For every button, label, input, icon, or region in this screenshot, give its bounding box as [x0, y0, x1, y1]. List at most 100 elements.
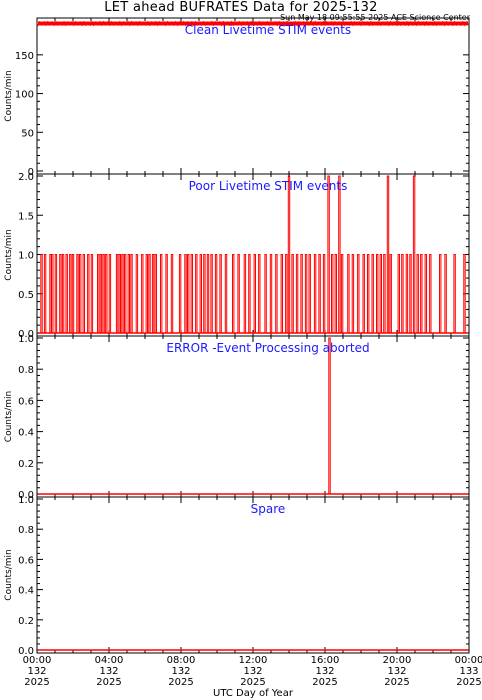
- series-spike: [280, 254, 283, 333]
- series-spike: [190, 254, 193, 333]
- series-spike: [76, 254, 79, 333]
- x-tick-label: 2025: [240, 677, 265, 688]
- series-spike: [151, 254, 155, 333]
- y-tick-label: 0.0: [18, 490, 34, 501]
- series-spike: [351, 254, 355, 333]
- series-spike: [97, 254, 100, 333]
- y-tick-label: 0.6: [18, 396, 34, 407]
- y-axis-label: Counts/min: [4, 391, 14, 442]
- series-spike: [187, 254, 190, 333]
- y-tick-label: 0.4: [18, 428, 34, 439]
- series-spike: [82, 254, 85, 333]
- x-tick-label: 2025: [384, 677, 409, 688]
- series-spike: [165, 254, 168, 333]
- series-spike: [90, 254, 94, 333]
- series-spike: [376, 254, 379, 333]
- series-spike: [170, 254, 174, 333]
- y-tick-label: 50: [21, 128, 34, 139]
- y-tick-label: 0.8: [18, 525, 34, 536]
- y-tick-label: 0.0: [18, 646, 34, 657]
- series-spike: [79, 254, 82, 333]
- series-spike: [206, 254, 210, 333]
- series-spike: [269, 254, 273, 333]
- series-line: [36, 20, 469, 27]
- series-spike: [397, 254, 400, 333]
- panel-frame-1: [36, 17, 470, 175]
- series-spike: [135, 254, 139, 333]
- series-spike: [105, 254, 108, 333]
- series-spike: [409, 254, 412, 333]
- series-spike: [210, 254, 213, 333]
- x-tick-label: 00:00: [455, 655, 482, 666]
- series-spike: [444, 254, 447, 333]
- series-spike: [327, 175, 330, 333]
- series-spike: [61, 254, 65, 333]
- x-tick-label: 2025: [456, 677, 481, 688]
- series-spike: [99, 254, 103, 333]
- y-tick-label: 0.4: [18, 586, 34, 597]
- series-spike: [405, 254, 409, 333]
- series-band: [38, 21, 468, 26]
- y-tick-label: 0.2: [18, 616, 34, 627]
- panel-frame-3: [36, 335, 470, 498]
- x-tick-label: 132: [171, 666, 190, 677]
- x-tick-label: 12:00: [239, 655, 268, 666]
- series-spike: [308, 254, 311, 333]
- x-tick-label: 16:00: [311, 655, 340, 666]
- series-spike: [124, 254, 127, 333]
- y-tick-label: 0.5: [18, 290, 34, 301]
- series-spike: [338, 175, 341, 333]
- series-spike: [148, 254, 151, 333]
- series-spike: [429, 254, 432, 333]
- series-spike: [291, 254, 294, 333]
- x-tick-label: 133: [459, 666, 478, 677]
- series-spike: [102, 254, 105, 333]
- y-tick-label: 0.0: [18, 329, 34, 340]
- series-spike: [253, 254, 256, 333]
- series-spike: [199, 254, 202, 333]
- series-spike: [401, 254, 404, 333]
- y-tick-label: 0.6: [18, 555, 34, 566]
- series-spike: [463, 254, 466, 333]
- series-spike: [347, 254, 350, 333]
- x-tick-label: 20:00: [383, 655, 412, 666]
- series-spike: [304, 254, 308, 333]
- series-spike: [184, 254, 187, 333]
- series-spike: [237, 254, 240, 333]
- series-spike: [328, 337, 331, 494]
- series-spike: [416, 254, 419, 333]
- series-spike: [287, 175, 291, 333]
- series-spike: [145, 254, 148, 333]
- series-spike: [87, 254, 90, 333]
- series-spike: [412, 175, 416, 333]
- x-tick-label: 2025: [96, 677, 121, 688]
- series-spike: [424, 254, 427, 333]
- series-spike: [420, 254, 423, 333]
- series-spike: [258, 254, 261, 333]
- y-tick-label: 0.8: [18, 365, 34, 376]
- series-spike: [203, 254, 206, 333]
- series-spike: [300, 254, 303, 333]
- x-tick-label: 2025: [24, 677, 49, 688]
- x-tick-label: 00:00: [23, 655, 52, 666]
- panel-title-4: Spare: [251, 502, 286, 516]
- series-spike: [313, 254, 317, 333]
- series-spike: [371, 254, 374, 333]
- series-spike: [219, 254, 222, 333]
- panel-frame-4: [36, 496, 470, 654]
- series-spike: [362, 254, 365, 333]
- series-spike: [51, 254, 54, 333]
- panel-title-1: Clean Livetime STIM events: [185, 23, 351, 37]
- series-spike: [275, 254, 278, 333]
- x-tick-label: 132: [387, 666, 406, 677]
- y-tick-label: 0.2: [18, 459, 34, 470]
- series-spike: [71, 254, 75, 333]
- series-spike: [214, 254, 218, 333]
- x-tick-label: 132: [315, 666, 334, 677]
- x-tick-label: 2025: [312, 677, 337, 688]
- series-spike: [195, 254, 198, 333]
- series-spike: [334, 254, 337, 333]
- y-axis-label: Counts/min: [4, 229, 14, 280]
- x-tick-label: 04:00: [95, 655, 124, 666]
